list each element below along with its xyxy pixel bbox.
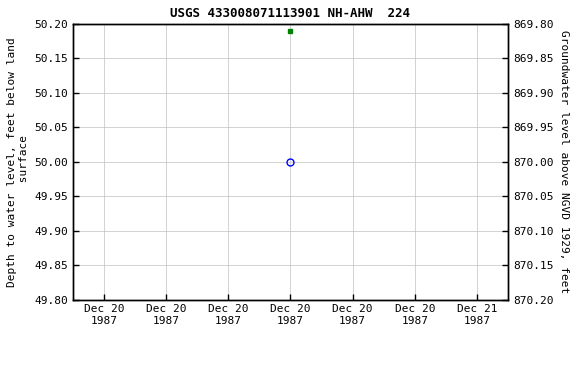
Title: USGS 433008071113901 NH-AHW  224: USGS 433008071113901 NH-AHW 224: [170, 7, 411, 20]
Y-axis label: Depth to water level, feet below land
 surface: Depth to water level, feet below land su…: [7, 37, 29, 286]
Y-axis label: Groundwater level above NGVD 1929, feet: Groundwater level above NGVD 1929, feet: [559, 30, 569, 293]
